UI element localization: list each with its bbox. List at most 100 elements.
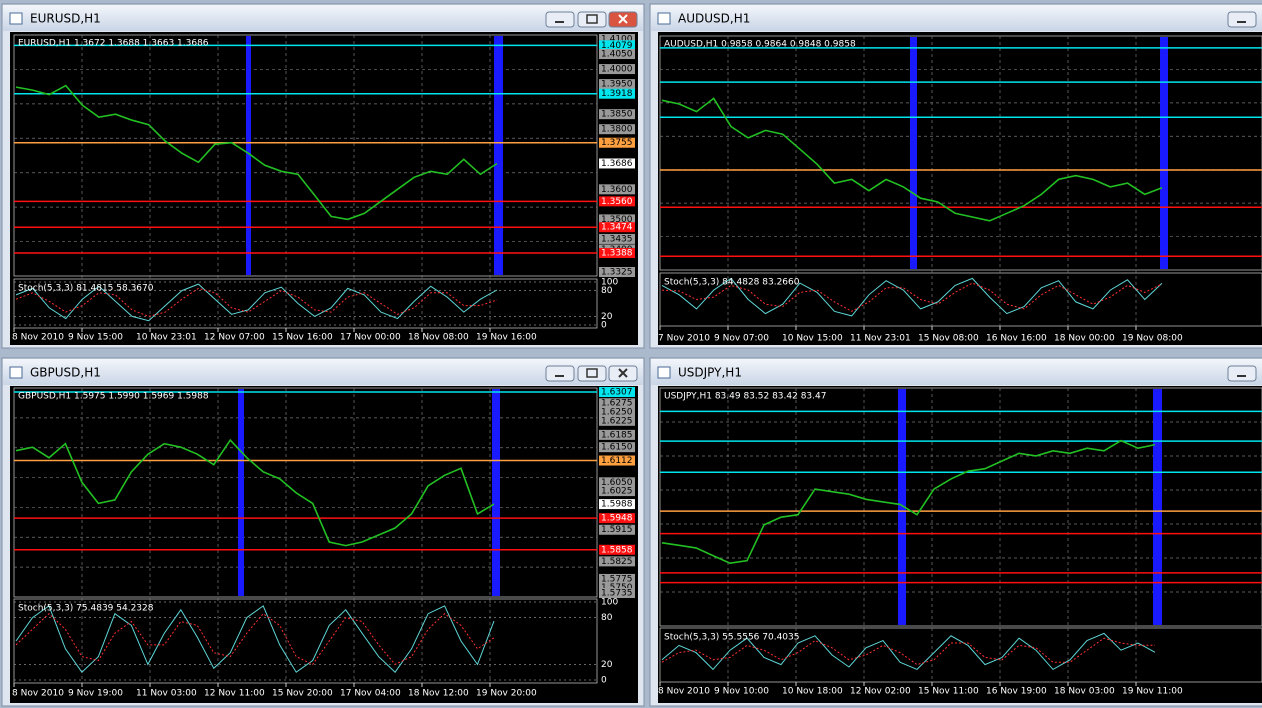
price-label-box (599, 582, 635, 593)
price-label: 1.6225 (601, 416, 633, 426)
price-label: 1.5948 (601, 514, 633, 524)
price-label-box (599, 477, 635, 488)
price-label-box (599, 79, 635, 90)
chart-window[interactable]: GBPUSD,H1 8 Nov 2010 9 Nov 19:00 11 Nov 03:… (1, 357, 645, 707)
date-label: 10 Nov 18:00 (782, 687, 843, 697)
price-label: 1.6150 (601, 443, 633, 453)
stoch-signal (661, 282, 1163, 312)
price-label-box (599, 64, 635, 75)
date-label: 19 Nov 08:00 (1122, 334, 1183, 344)
chart-window[interactable]: USDJPY,H1 8 Nov 2010 9 Nov 10:00 10 Nov 18:… (649, 357, 1262, 707)
button-glyph (586, 368, 598, 378)
stoch-signal (15, 287, 498, 317)
date-label: 9 Nov 10:00 (714, 687, 769, 697)
date-label: 15 Nov 11:00 (918, 687, 979, 697)
stoch-label: Stoch(5,3,3) 81.4815 58.3670 (18, 284, 154, 294)
button-face (577, 365, 607, 382)
symbol-info: EURUSD,H1 1.3672 1.3688 1.3663 1.3686 (18, 39, 209, 49)
price-panel (659, 387, 1262, 627)
price-label-box (599, 556, 635, 567)
chart-area (10, 386, 638, 703)
window-button-max[interactable] (577, 365, 607, 382)
stoch-tick-label: 0 (601, 321, 607, 331)
session-band (494, 36, 503, 275)
price-label-box (599, 499, 635, 510)
stoch-signal (15, 613, 495, 666)
price-label: 1.3325 (601, 268, 633, 278)
price-label: 1.3850 (601, 110, 633, 120)
title-bar (651, 5, 1262, 31)
price-label: 1.3950 (601, 80, 633, 90)
window-button-close[interactable] (608, 11, 638, 28)
window-button-close-gray[interactable] (608, 365, 638, 382)
price-label-box (599, 196, 635, 207)
session-band (1153, 389, 1162, 625)
stoch-tick-label: 80 (601, 286, 613, 296)
price-label-box (599, 124, 635, 135)
date-label: 10 Nov 15:00 (782, 334, 843, 344)
chart-window[interactable]: EURUSD,H1 8 Nov 2010 9 Nov 15:00 10 Nov 23:… (1, 3, 645, 349)
price-label: 1.5775 (601, 574, 633, 584)
price-label-box (599, 34, 635, 44)
price-line (661, 97, 1163, 222)
price-label: 1.3600 (601, 185, 633, 195)
price-label: 1.3686 (601, 159, 633, 169)
price-label-box (599, 407, 635, 418)
window-button-min[interactable] (1227, 11, 1257, 28)
button-glyph (586, 14, 598, 24)
price-panel (13, 387, 598, 598)
price-label-box (599, 387, 635, 397)
price-label: 1.6185 (601, 430, 633, 440)
stoch-tick-label: 80 (601, 613, 613, 623)
price-label: 1.3500 (601, 215, 633, 225)
date-label: 15 Nov 20:00 (272, 689, 333, 699)
window-button-max[interactable] (577, 11, 607, 28)
price-label-box (599, 233, 635, 244)
date-label: 11 Nov 23:01 (850, 334, 911, 344)
window-icon (9, 12, 23, 25)
date-label: 10 Nov 23:01 (136, 333, 197, 343)
session-band (238, 389, 244, 596)
price-line (15, 438, 495, 547)
symbol-info: GBPUSD,H1 1.5975 1.5990 1.5969 1.5988 (18, 392, 209, 402)
stoch-panel (13, 278, 598, 329)
price-label: 1.4050 (601, 50, 633, 60)
window-title: AUDUSD,H1 (678, 12, 750, 26)
button-face (545, 11, 575, 28)
date-label: 8 Nov 2010 (658, 687, 710, 697)
session-band (898, 389, 906, 625)
price-label-box (599, 222, 635, 233)
window-button-min[interactable] (1227, 365, 1257, 382)
date-label: 17 Nov 04:00 (340, 689, 401, 699)
price-label-box (599, 158, 635, 169)
date-label: 18 Nov 00:00 (1054, 334, 1115, 344)
title-bar (3, 5, 643, 31)
stoch-label: Stoch(5,3,3) 75.4839 54.2328 (18, 604, 154, 614)
price-label: 1.5825 (601, 557, 633, 567)
window-button-min[interactable] (545, 365, 575, 382)
price-label-box (599, 524, 635, 535)
stoch-label: Stoch(5,3,3) 55.5556 70.4035 (664, 633, 799, 643)
price-label-box (599, 513, 635, 524)
chart-window[interactable]: AUDUSD,H1 7 Nov 2010 9 Nov 07:00 10 Nov 15:… (649, 3, 1262, 349)
chart-area (658, 386, 1262, 703)
date-label: 19 Nov 11:00 (1122, 687, 1183, 697)
stoch-main (15, 605, 495, 673)
window-title: USDJPY,H1 (678, 366, 742, 380)
stoch-panel (659, 627, 1262, 683)
stoch-tick-label: 20 (601, 312, 613, 322)
stoch-main (15, 283, 498, 322)
price-label: 1.3388 (601, 249, 633, 259)
date-label: 18 Nov 12:00 (408, 689, 469, 699)
stoch-panel (659, 272, 1262, 327)
button-face (1227, 11, 1257, 28)
price-label-box (599, 214, 635, 225)
price-label: 1.6025 (601, 487, 633, 497)
window-button-min[interactable] (545, 11, 575, 28)
session-band (1160, 37, 1168, 269)
price-label-box (599, 442, 635, 453)
price-label: 1.3800 (601, 125, 633, 135)
price-label-box (599, 455, 635, 466)
stoch-panel (13, 598, 598, 684)
date-label: 8 Nov 2010 (12, 333, 64, 343)
